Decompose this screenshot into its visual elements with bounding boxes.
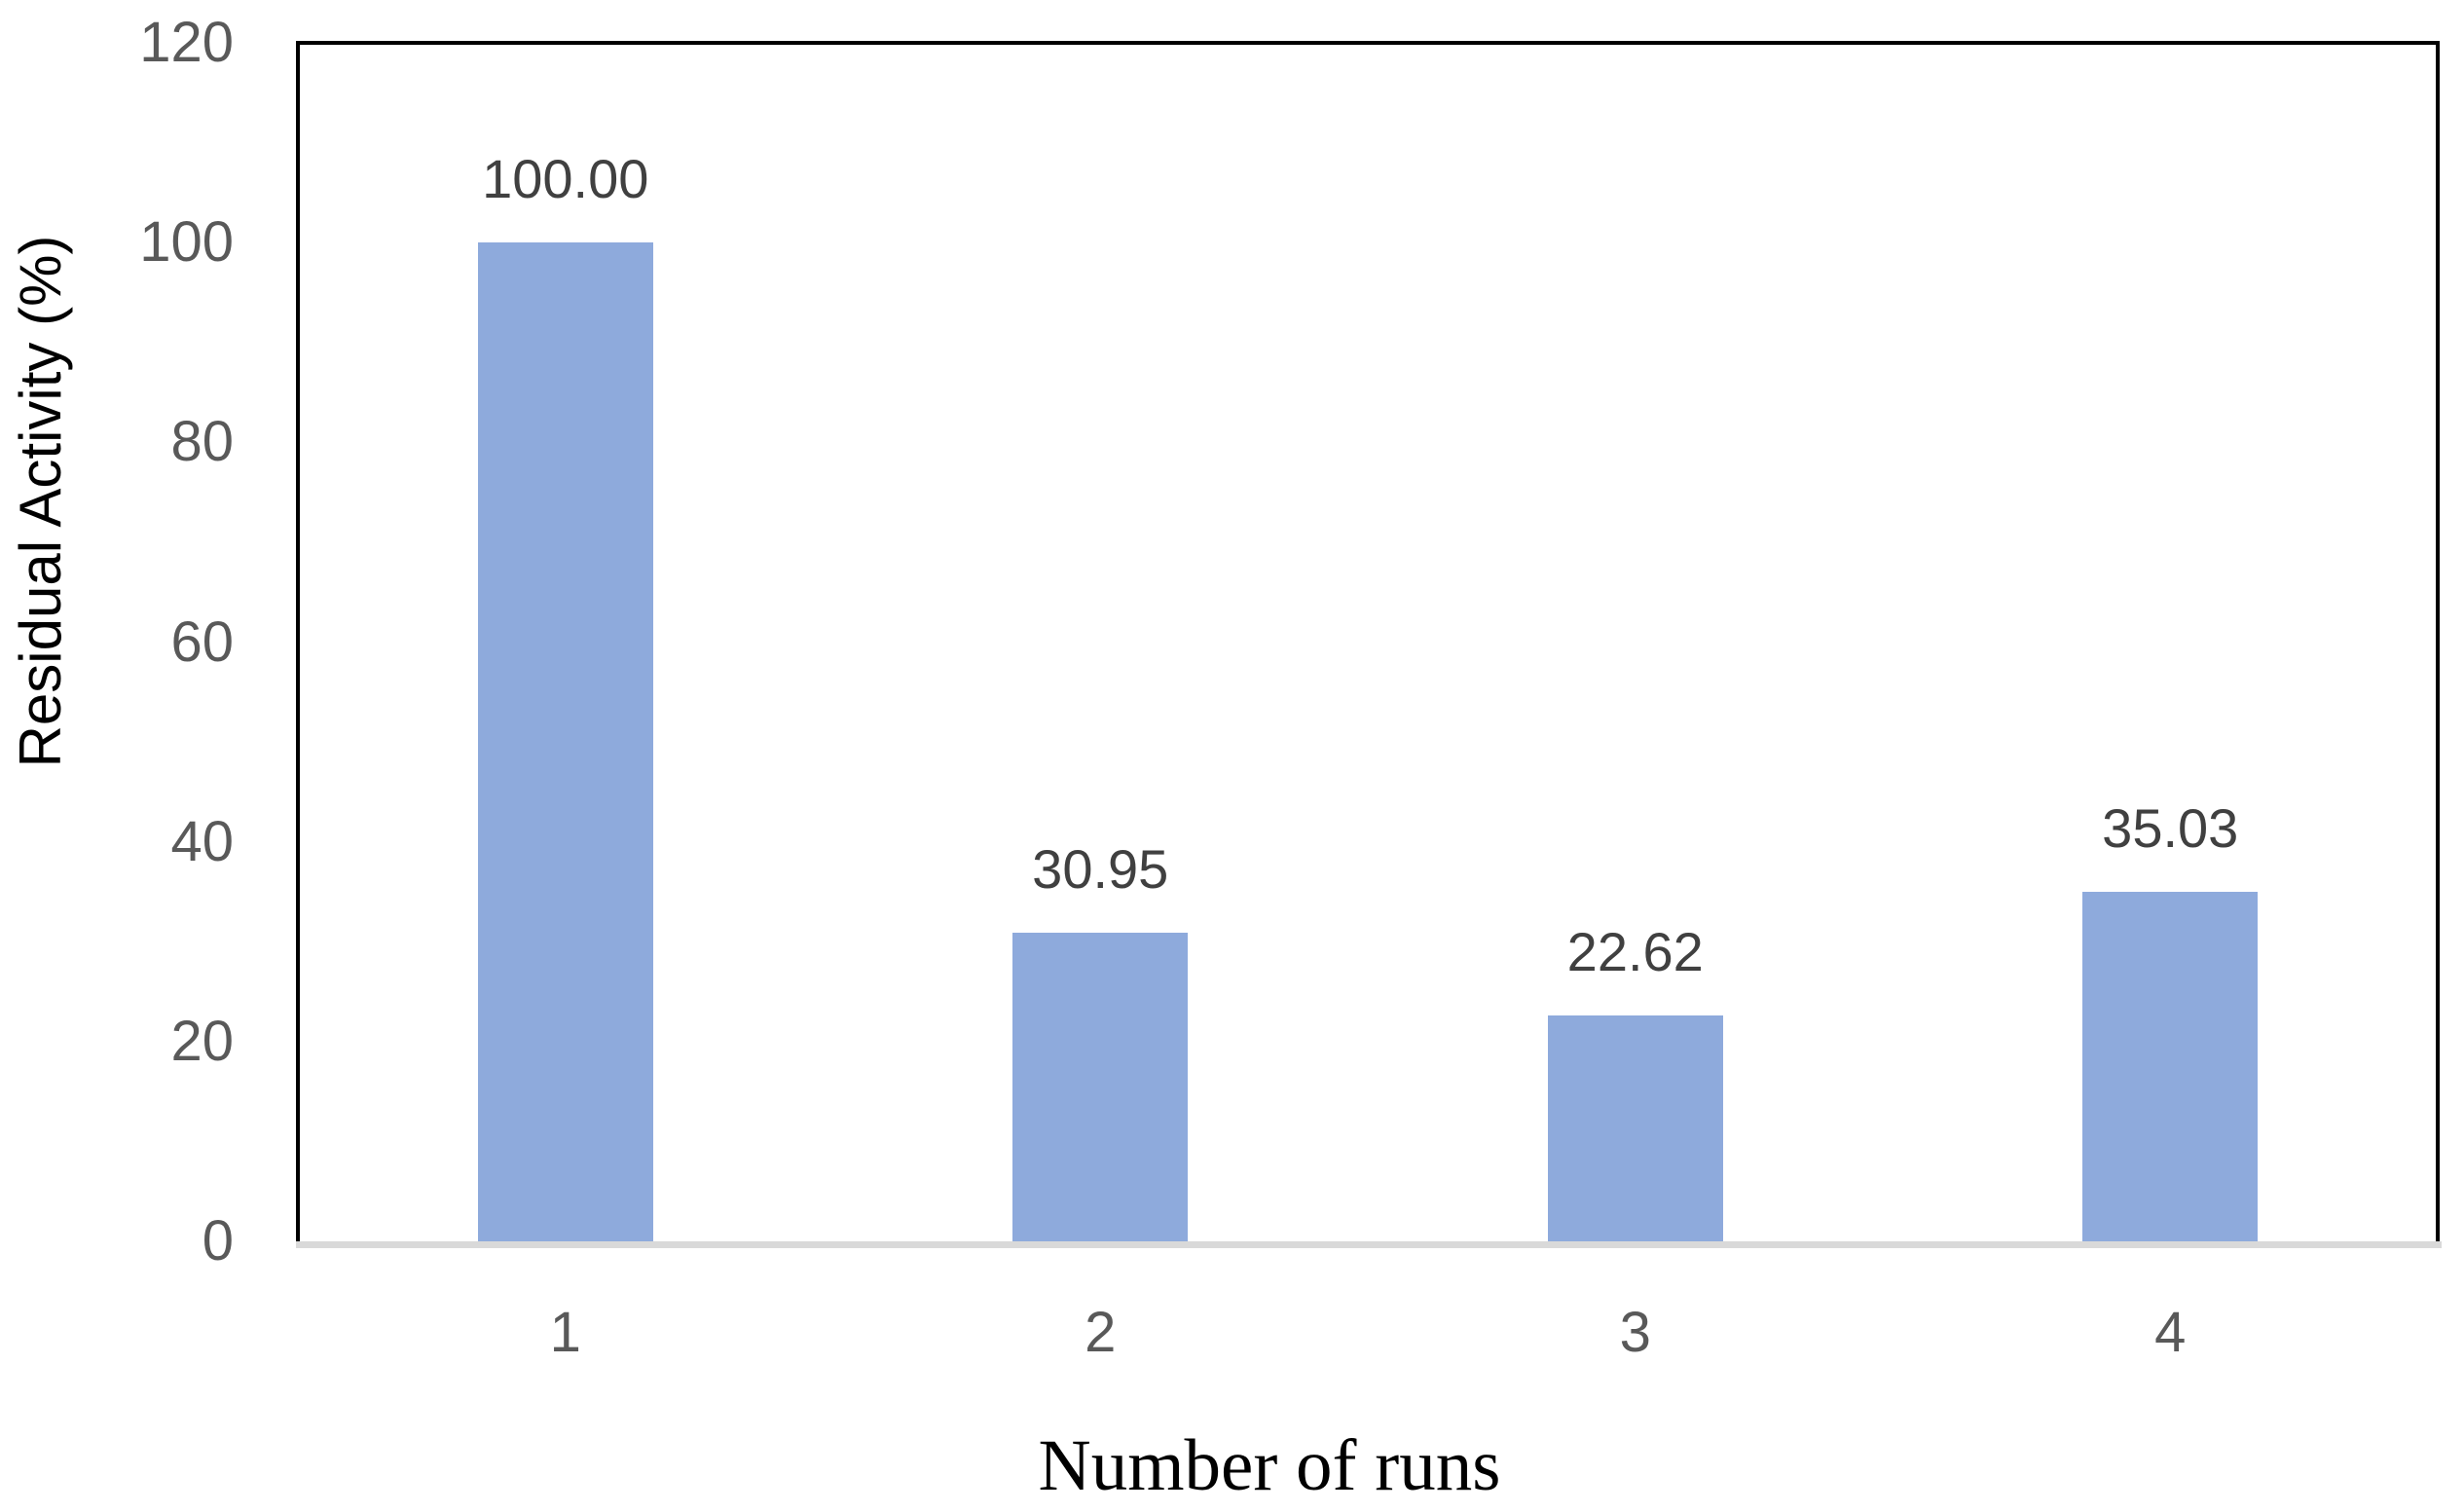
y-tick-label: 20 — [170, 1009, 234, 1073]
x-axis-line — [296, 1241, 2442, 1248]
bar — [1012, 932, 1189, 1241]
x-tick-label: 2 — [1085, 1301, 1117, 1364]
bar-value-label: 100.00 — [482, 148, 649, 210]
y-axis-title: Residual Activity (%) — [8, 235, 73, 768]
bar — [1547, 1014, 1723, 1241]
y-tick-label: 120 — [139, 11, 234, 74]
x-tick-label: 4 — [2154, 1301, 2187, 1364]
y-tick-label: 60 — [170, 609, 234, 674]
x-tick-label: 1 — [549, 1301, 581, 1364]
bar — [2082, 891, 2259, 1241]
bar — [477, 242, 653, 1241]
y-tick-label: 40 — [170, 809, 234, 873]
y-tick-label: 100 — [139, 210, 234, 275]
x-tick-label: 3 — [1619, 1301, 1651, 1364]
x-axis-title: Number of runs — [1038, 1425, 1501, 1506]
bar-value-label: 30.95 — [1032, 837, 1169, 900]
plot-area-border — [296, 41, 2440, 1241]
bar-value-label: 22.62 — [1566, 920, 1704, 982]
y-tick-label: 0 — [202, 1209, 234, 1272]
bar-value-label: 35.03 — [2102, 796, 2239, 859]
y-tick-label: 80 — [170, 410, 234, 474]
